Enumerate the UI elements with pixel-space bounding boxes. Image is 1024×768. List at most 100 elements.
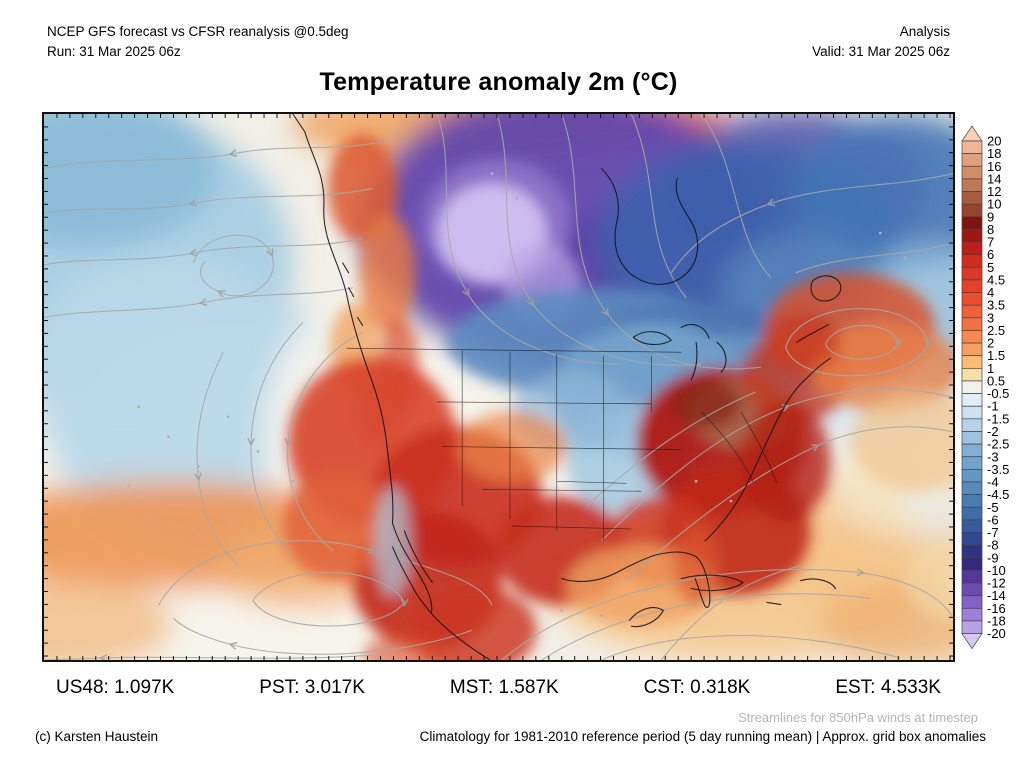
colorbar-label: 6 — [987, 247, 994, 262]
colorbar-label: -1.5 — [987, 411, 1009, 426]
colorbar-segment — [961, 203, 983, 218]
colorbar-label: 4.5 — [987, 272, 1005, 287]
header-left: NCEP GFS forecast vs CFSR reanalysis @0.… — [47, 22, 349, 62]
colorbar-segment — [961, 317, 983, 331]
colorbar-segment — [961, 140, 983, 154]
colorbar-label: -3.5 — [987, 462, 1009, 477]
colorbar-label: -6 — [987, 512, 999, 527]
stat-item-1: PST: 3.017K — [259, 677, 365, 698]
state-borders — [346, 347, 778, 541]
stat-item-4: EST: 4.533K — [835, 677, 941, 698]
colorbar-segment — [961, 469, 983, 483]
colorbar-label: 5 — [987, 260, 994, 275]
colorbar-label: -5 — [987, 500, 999, 515]
colorbar: 201816141210987654.543.532.521.510.5-0.5… — [961, 125, 1009, 650]
colorbar-segment — [961, 582, 983, 597]
anomaly-field-detail — [282, 133, 953, 660]
colorbar-label: -3 — [987, 449, 999, 464]
region-anomaly-stats: US48: 1.097K PST: 3.017K MST: 1.587K CST: 0… — [42, 677, 955, 699]
colorbar-segment — [961, 191, 983, 205]
colorbar-segment — [961, 494, 983, 508]
colorbar-segment — [961, 405, 983, 420]
colorbar-label: -1 — [987, 399, 999, 414]
coastlines — [292, 114, 842, 660]
colorbar-label: -18 — [987, 613, 1006, 628]
colorbar-segment — [961, 367, 983, 382]
colorbar-segment — [961, 570, 983, 584]
colorbar-segment — [961, 254, 983, 268]
colorbar-label: 4 — [987, 285, 994, 300]
colorbar-label: 20 — [987, 134, 1001, 149]
colorbar-segment — [961, 393, 983, 407]
colorbar-label: 2 — [987, 336, 994, 351]
colorbar-label: 10 — [987, 197, 1001, 212]
colorbar-arrow-bottom — [961, 633, 983, 650]
colorbar-segment — [961, 418, 983, 432]
colorbar-arrow-top — [961, 125, 983, 142]
colorbar-segment — [961, 506, 983, 521]
colorbar-segment — [961, 380, 983, 394]
header-analysis-label: Analysis — [899, 24, 950, 39]
colorbar-label: 16 — [987, 159, 1001, 174]
colorbar-label: -8 — [987, 538, 999, 553]
colorbar-label: 0.5 — [987, 373, 1005, 388]
colorbar-label: 1.5 — [987, 348, 1005, 363]
colorbar-segment — [961, 241, 983, 256]
frame-ticks — [44, 114, 953, 660]
streamline-dots — [127, 172, 907, 627]
colorbar-label: -4.5 — [987, 487, 1009, 502]
colorbar-segment — [961, 557, 983, 571]
header-right: Analysis Valid: 31 Mar 2025 06z — [812, 22, 950, 62]
colorbar-segment — [961, 595, 983, 609]
colorbar-label: 2.5 — [987, 323, 1005, 338]
colorbar-segment — [961, 544, 983, 559]
colorbar-segment — [961, 443, 983, 458]
header-model-line: NCEP GFS forecast vs CFSR reanalysis @0.… — [47, 24, 349, 39]
colorbar-segment — [961, 519, 983, 533]
colorbar-segment — [961, 292, 983, 306]
colorbar-label: -14 — [987, 588, 1006, 603]
colorbar-label: -2.5 — [987, 437, 1009, 452]
colorbar-label: -9 — [987, 550, 999, 565]
colorbar-label: 7 — [987, 235, 994, 250]
climatology-note: Climatology for 1981-2010 reference peri… — [419, 729, 986, 744]
colorbar-label: -20 — [987, 626, 1006, 641]
streamlines-note: Streamlines for 850hPa winds at timestep — [738, 710, 978, 725]
page-title: Temperature anomaly 2m (°C) — [319, 68, 678, 96]
colorbar-segment — [961, 620, 983, 634]
colorbar-segment — [961, 481, 983, 495]
colorbar-segment — [961, 355, 983, 369]
colorbar-label: -7 — [987, 525, 999, 540]
colorbar-segment — [961, 153, 983, 167]
map-canvas — [44, 114, 953, 660]
colorbar-segment — [961, 216, 983, 230]
colorbar-segment — [961, 279, 983, 293]
colorbar-segment — [961, 229, 983, 243]
colorbar-segment — [961, 178, 983, 192]
colorbar-segment — [961, 607, 983, 622]
colorbar-label: -0.5 — [987, 386, 1009, 401]
stat-item-3: CST: 0.318K — [643, 677, 751, 698]
colorbar-segment — [961, 266, 983, 281]
colorbar-label: 9 — [987, 209, 994, 224]
copyright-note: (c) Karsten Haustein — [35, 729, 159, 744]
colorbar-label: 18 — [987, 146, 1001, 161]
colorbar-segment — [961, 431, 983, 445]
colorbar-segment — [961, 342, 983, 357]
colorbar-label: 14 — [987, 171, 1001, 186]
colorbar-label: -12 — [987, 576, 1006, 591]
header-run-line: Run: 31 Mar 2025 06z — [47, 44, 181, 59]
weather-map — [42, 112, 955, 662]
colorbar-label: 3.5 — [987, 298, 1005, 313]
colorbar-segment — [961, 532, 983, 546]
colorbar-label: -2 — [987, 424, 999, 439]
colorbar-label: 8 — [987, 222, 994, 237]
colorbar-label: 3 — [987, 310, 994, 325]
colorbar-label: -4 — [987, 475, 999, 490]
streamlines-850hpa — [44, 114, 953, 660]
stat-item-2: MST: 1.587K — [449, 677, 559, 698]
header-valid-line: Valid: 31 Mar 2025 06z — [812, 44, 950, 59]
colorbar-segment — [961, 165, 983, 180]
colorbar-label: -16 — [987, 601, 1006, 616]
colorbar-label: -10 — [987, 563, 1006, 578]
